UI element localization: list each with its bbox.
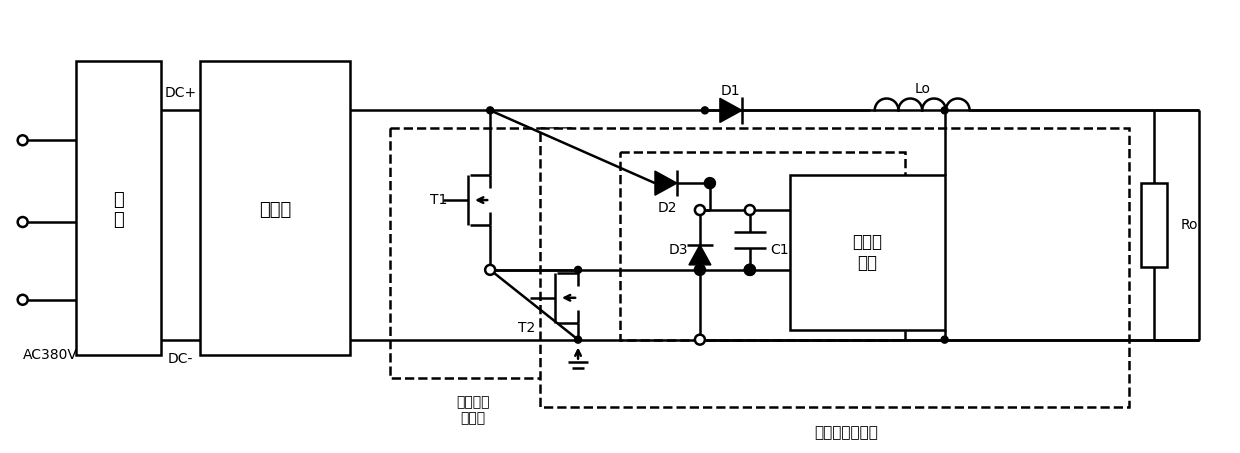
Circle shape <box>745 205 755 215</box>
Circle shape <box>694 265 704 275</box>
Text: AC380V: AC380V <box>22 347 78 361</box>
Circle shape <box>702 107 708 114</box>
Circle shape <box>574 266 582 273</box>
Text: D3: D3 <box>668 243 688 257</box>
Circle shape <box>707 180 713 187</box>
Circle shape <box>941 107 949 114</box>
Text: 整
流: 整 流 <box>113 191 124 230</box>
Circle shape <box>574 336 582 343</box>
Text: DC+: DC+ <box>165 87 197 101</box>
Polygon shape <box>689 245 711 265</box>
Circle shape <box>941 336 949 343</box>
Circle shape <box>746 266 754 273</box>
Bar <box>790 175 945 330</box>
Text: C1: C1 <box>770 243 789 257</box>
Bar <box>1141 183 1167 267</box>
Circle shape <box>486 107 494 114</box>
Circle shape <box>745 265 755 275</box>
Text: D1: D1 <box>722 84 740 98</box>
Circle shape <box>704 178 715 188</box>
Text: Ro: Ro <box>1180 218 1198 232</box>
Text: 切换器: 切换器 <box>460 411 485 425</box>
Text: 能量回
馈器: 能量回 馈器 <box>852 233 882 272</box>
Circle shape <box>694 335 704 345</box>
Polygon shape <box>720 98 742 122</box>
Text: DC-: DC- <box>167 352 193 366</box>
Circle shape <box>17 135 27 145</box>
Text: 恒流源: 恒流源 <box>259 201 291 219</box>
Bar <box>541 128 1130 407</box>
Circle shape <box>694 205 704 215</box>
Text: Lo: Lo <box>914 82 930 96</box>
Circle shape <box>17 295 27 305</box>
Bar <box>76 61 160 355</box>
Text: 尖峰电压箝位器: 尖峰电压箝位器 <box>815 425 878 440</box>
Circle shape <box>485 265 495 275</box>
Circle shape <box>745 265 755 275</box>
Circle shape <box>697 266 703 273</box>
Bar <box>620 152 905 340</box>
Text: D2: D2 <box>657 201 677 215</box>
Circle shape <box>17 217 27 227</box>
Bar <box>201 61 351 355</box>
Text: 高频脉冲: 高频脉冲 <box>456 395 490 410</box>
Polygon shape <box>655 171 677 195</box>
Bar <box>391 128 575 377</box>
Text: T2: T2 <box>518 321 536 335</box>
Text: T1: T1 <box>429 193 446 207</box>
